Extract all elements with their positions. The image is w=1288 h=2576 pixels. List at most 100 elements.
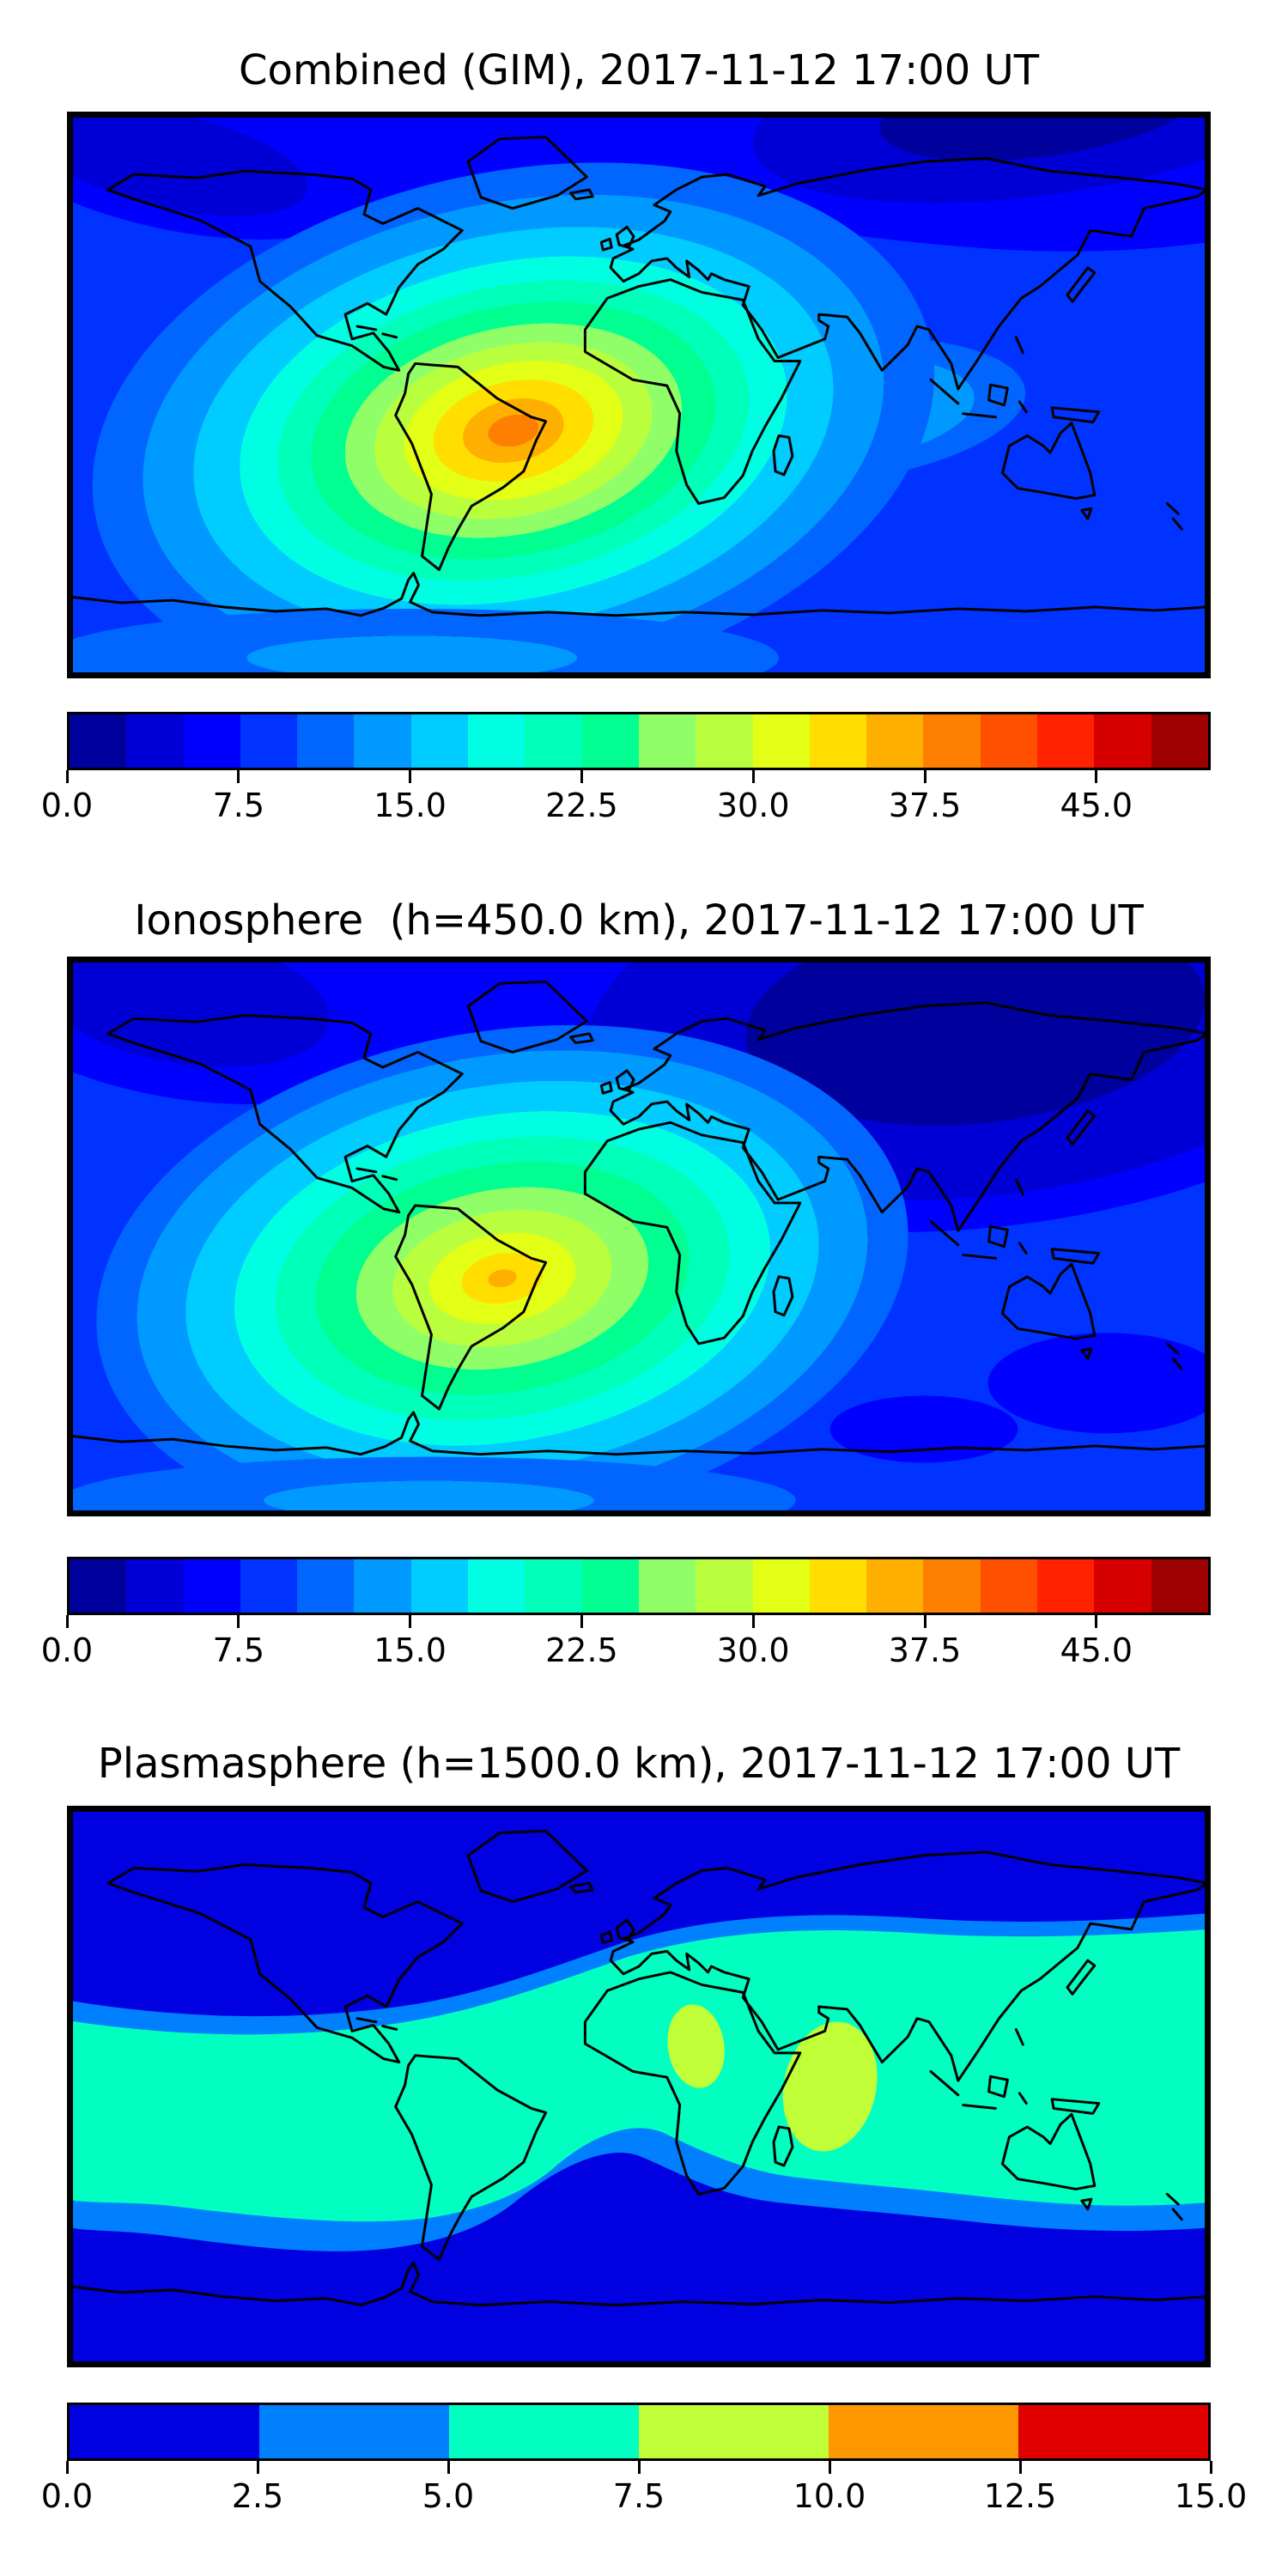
tick-mark [65, 2461, 69, 2474]
colorbar-segment [638, 1559, 696, 1613]
colorbar-segment [240, 1559, 298, 1613]
colorbar-segment [468, 714, 526, 768]
tick-label: 15.0 [374, 787, 447, 824]
tick-label: 30.0 [716, 787, 790, 824]
colorbar-segment [525, 714, 582, 768]
colorbar-segment [126, 1559, 184, 1613]
tick-label: 37.5 [888, 787, 962, 824]
colorbar-ionosphere [67, 1557, 1211, 1615]
colorbar-ticklabels: 0.0 7.5 15.0 22.5 30.0 37.5 45.0 [0, 787, 1288, 826]
tick-label: 45.0 [1060, 787, 1133, 824]
tick-mark [923, 770, 927, 783]
tick-mark [580, 1615, 583, 1628]
colorbar-segment [581, 714, 639, 768]
map-border [70, 115, 1207, 675]
tick-label: 45.0 [1060, 1631, 1133, 1669]
tick-mark [1018, 2461, 1022, 2474]
colorbar-segment [809, 714, 867, 768]
colorbar-tickmarks [0, 2461, 1288, 2475]
colorbar-segment [410, 714, 469, 768]
tick-mark [409, 770, 412, 783]
coastlines [70, 1829, 1207, 2306]
ionosphere-tec-map [67, 957, 1211, 1516]
colorbar-segment [866, 1559, 924, 1613]
colorbar-segment [923, 714, 981, 768]
colorbar-segment [696, 714, 753, 768]
plasmasphere-tec-map-canvas [70, 1809, 1207, 2364]
colorbar-segment [866, 714, 924, 768]
tick-label: 0.0 [40, 787, 94, 824]
colorbar-segment [980, 714, 1038, 768]
colorbar-segment [696, 1559, 753, 1613]
colorbar-segment [183, 714, 240, 768]
colorbar-segment [1094, 1559, 1151, 1613]
tick-mark [1095, 1615, 1098, 1628]
tick-mark [828, 2461, 831, 2474]
colorbar-segment [752, 714, 810, 768]
colorbar-segment [297, 714, 355, 768]
colorbar-segment [1037, 714, 1095, 768]
coastlines [70, 980, 1207, 1456]
colorbar-segment [980, 1559, 1038, 1613]
tick-label: 12.5 [983, 2477, 1057, 2515]
tick-label: 7.5 [212, 787, 265, 824]
panel-ionosphere: Ionosphere (h=450.0 km), 2017-11-12 17:0… [0, 852, 1288, 1702]
plasmasphere-tec-map [67, 1806, 1211, 2367]
colorbar-tickmarks [0, 770, 1288, 784]
tick-label: 10.0 [793, 2477, 866, 2515]
tick-label: 22.5 [545, 1631, 618, 1669]
colorbar-ticklabels: 0.0 7.5 15.0 22.5 30.0 37.5 45.0 [0, 1631, 1288, 1671]
tick-mark [65, 770, 69, 783]
tick-mark [751, 770, 755, 783]
colorbar-segment [639, 2405, 829, 2458]
tick-mark [256, 2461, 259, 2474]
tick-mark [237, 1615, 240, 1628]
tick-label: 0.0 [40, 1631, 94, 1669]
colorbar-segment [1094, 714, 1151, 768]
tick-mark [1209, 2461, 1212, 2474]
tick-label: 7.5 [212, 1631, 265, 1669]
page-title: Ionosphere (h=450.0 km), 2017-11-12 17:0… [134, 896, 1144, 945]
colorbar-combined [67, 712, 1211, 770]
combined-tec-map [67, 112, 1211, 678]
colorbar-segment [581, 1559, 639, 1613]
tick-label: 15.0 [1174, 2477, 1248, 2515]
contour-fills [70, 960, 1207, 1513]
tick-mark [409, 1615, 412, 1628]
colorbar-segment [468, 1559, 526, 1613]
contour-fills [70, 1913, 1207, 2251]
colorbar-segment [525, 1559, 582, 1613]
combined-tec-map-canvas [70, 115, 1207, 675]
colorbar-segment [183, 1559, 240, 1613]
colorbar-segment [70, 2405, 259, 2458]
colorbar-segment [1151, 714, 1208, 768]
tick-label: 0.0 [40, 2477, 94, 2515]
ionosphere-tec-map-canvas [70, 960, 1207, 1513]
colorbar-segment [923, 1559, 981, 1613]
tick-mark [923, 1615, 927, 1628]
colorbar-segment [1018, 2405, 1208, 2458]
tick-mark [580, 770, 583, 783]
tick-mark [751, 1615, 755, 1628]
coastlines [70, 136, 1207, 617]
colorbar-segment [449, 2405, 639, 2458]
colorbar-segment [297, 1559, 355, 1613]
colorbar-tickmarks [0, 1615, 1288, 1629]
colorbar-segment [354, 1559, 411, 1613]
colorbar-segment [1037, 1559, 1095, 1613]
tick-label: 15.0 [374, 1631, 447, 1669]
tick-mark [447, 2461, 450, 2474]
tick-mark [1095, 770, 1098, 783]
map-border [70, 960, 1207, 1513]
colorbar-segment [70, 714, 127, 768]
colorbar-segment [240, 714, 298, 768]
colorbar-plasmasphere [67, 2403, 1211, 2461]
panel-combined-gim: Combined (GIM), 2017-11-12 17:00 UT 0.0 7… [0, 0, 1288, 852]
tick-label: 30.0 [716, 1631, 790, 1669]
colorbar-segment [752, 1559, 810, 1613]
tick-label: 2.5 [231, 2477, 284, 2515]
map-border [70, 1809, 1207, 2364]
colorbar-segment [259, 2405, 449, 2458]
tick-label: 5.0 [422, 2477, 475, 2515]
